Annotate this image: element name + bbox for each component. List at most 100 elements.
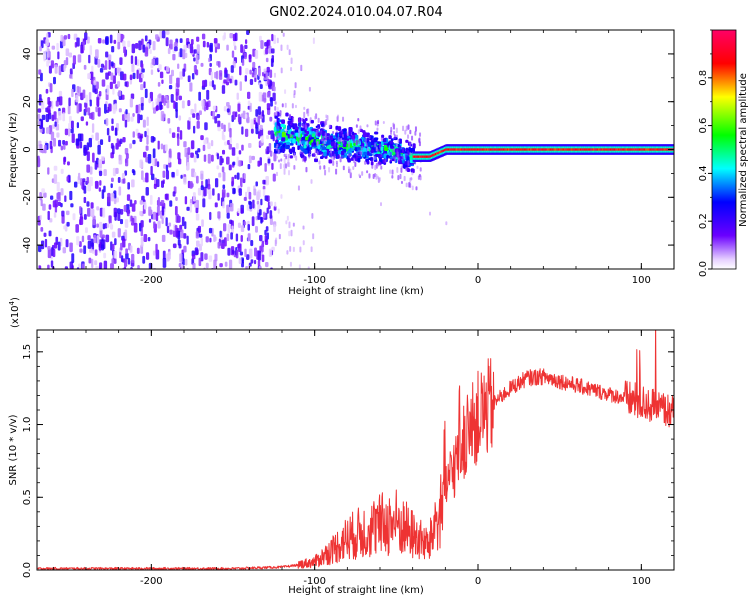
spectrogram-cell: [119, 57, 123, 65]
spectrogram-cell: [235, 233, 239, 242]
spectrogram-cell: [198, 233, 203, 238]
spectrogram-cell: [212, 105, 217, 111]
spectrogram-cell: [54, 199, 59, 208]
spectrogram-cell: [160, 211, 163, 219]
spectrogram-cell: [109, 34, 113, 44]
spectrogram-cell: [275, 145, 278, 151]
spectrogram-cell: [293, 89, 296, 95]
spectrogram-cell: [39, 143, 43, 153]
spectrogram-cell: [400, 165, 403, 170]
spectrogram-cell: [158, 93, 162, 99]
spectrogram-cell: [328, 159, 333, 164]
spectrogram-cell: [139, 210, 142, 216]
spectrogram-cell: [362, 132, 368, 138]
spectrogram-cell: [186, 235, 189, 245]
spectrogram-cell: [324, 132, 327, 139]
spectrogram-cell: [485, 148, 489, 151]
spectrogram-cell: [91, 249, 95, 254]
spectrogram-cell: [100, 155, 105, 161]
spectrogram-cell: [96, 96, 100, 107]
spectrogram-cell: [396, 149, 399, 155]
spectrogram-cell: [226, 108, 230, 113]
spectrogram-cell: [535, 148, 539, 151]
spectrogram-cell: [412, 155, 416, 158]
spectrogram-cell: [135, 104, 139, 114]
spectrogram-cell: [660, 148, 664, 151]
spectrogram-cell: [290, 133, 293, 138]
spectrogram-cell: [628, 148, 631, 151]
spectrogram-cell: [190, 183, 194, 188]
spectrogram-cell: [38, 265, 42, 269]
spectrogram-cell: [117, 212, 121, 222]
spectrogram-cell: [612, 148, 616, 151]
spectrogram-cell: [361, 130, 366, 133]
spectrogram-cell: [165, 37, 169, 47]
spectrogram-cell: [141, 68, 145, 73]
spectrogram-cell: [302, 240, 305, 246]
snr-y-label: SNR (10 * v/v): [8, 414, 19, 485]
spectrogram-cell: [244, 128, 249, 137]
spectrogram-cell: [262, 179, 266, 185]
spectrogram-cell: [568, 148, 571, 151]
spectrogram-cell: [289, 155, 293, 159]
spectrogram-cell: [552, 148, 556, 151]
colorbar: 0.0 0.2 0.4 0.6 0.8 Normalized spectral ampl…: [698, 29, 749, 277]
spectrogram-cell: [301, 157, 304, 162]
spectrogram-cell: [600, 148, 604, 151]
spectrogram-cell: [255, 225, 258, 233]
spectrogram-cell: [419, 132, 422, 137]
spectrogram-cell: [111, 125, 114, 131]
spectrogram-cell: [168, 161, 172, 168]
spectrogram-cell: [292, 138, 296, 144]
spectrogram-cell: [328, 167, 331, 173]
spectrogram-cell: [382, 138, 387, 143]
spectrogram-cell: [41, 114, 46, 121]
spectrogram-cell: [285, 163, 288, 169]
spectrogram-cell: [229, 33, 234, 39]
spectrogram-cell: [655, 148, 659, 151]
spectrogram-cell: [290, 131, 295, 135]
spectrogram-cell: [418, 138, 421, 143]
spectrogram-cell: [409, 129, 412, 135]
spectrogram-cell: [491, 148, 494, 151]
spectrogram-cell: [282, 147, 285, 154]
spectrogram-cell: [105, 117, 109, 126]
spectrogram-cell: [483, 148, 486, 151]
spectrogram-cell: [335, 125, 339, 131]
spectrogram-cell: [350, 147, 354, 152]
spectrogram-cell: [177, 215, 181, 223]
spectrogram-y-tick-label: 0: [22, 146, 33, 152]
spectrogram-cell: [231, 176, 235, 186]
spectrogram-cell: [49, 140, 53, 150]
spectrogram-cell: [218, 172, 222, 178]
spectrogram-cell: [214, 178, 219, 188]
spectrogram-cell: [186, 206, 190, 211]
spectrogram-cell: [95, 132, 99, 141]
spectrogram-cell: [405, 125, 408, 131]
spectrogram-cell: [390, 138, 394, 142]
spectrogram-cell: [464, 148, 468, 151]
spectrogram-cell: [255, 181, 258, 187]
spectrogram-cell: [416, 165, 419, 169]
spectrogram-cell: [373, 137, 379, 141]
spectrogram-x-tick-label: -200: [140, 275, 163, 286]
spectrogram-panel: -200 -100 0 100 40 20 0 -20 -40 Height of strai…: [8, 29, 675, 297]
spectrogram-cell: [144, 35, 148, 42]
spectrogram-cell: [286, 125, 290, 131]
spectrogram-cell: [285, 128, 288, 134]
spectrogram-cell: [208, 255, 213, 262]
spectrogram-cell: [304, 123, 307, 129]
spectrogram-cell: [193, 57, 196, 62]
spectrogram-cell: [157, 140, 160, 150]
spectrogram-cell: [224, 67, 227, 74]
spectrogram-cell: [260, 40, 264, 49]
spectrogram-cell: [168, 222, 172, 227]
spectrogram-cell: [248, 191, 252, 200]
spectrogram-cell: [92, 215, 96, 226]
spectrogram-cell: [279, 163, 282, 170]
spectrogram-cell: [75, 94, 79, 103]
spectrogram-cell: [134, 200, 137, 205]
spectrogram-cell: [226, 212, 230, 219]
spectrogram-cell: [57, 110, 62, 121]
spectrogram-cell: [69, 68, 73, 75]
